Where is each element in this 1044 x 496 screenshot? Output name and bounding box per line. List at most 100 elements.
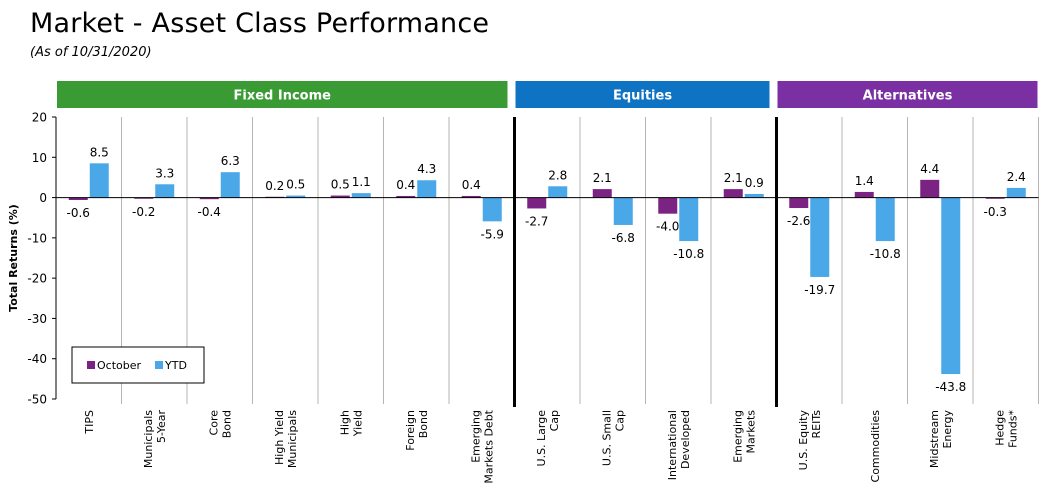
october-bar: [461, 195, 481, 198]
category-label: Midstream: [928, 410, 941, 468]
october-bar: [985, 197, 1005, 199]
category-label-group: U.S. Large Cap: [535, 410, 561, 467]
category-label: Commodities: [869, 410, 882, 483]
data-label: 3.3: [155, 166, 174, 180]
data-label: 1.1: [352, 175, 371, 189]
data-label: -19.7: [804, 283, 835, 297]
data-label: 0.2: [265, 179, 284, 193]
october-bar: [68, 197, 88, 200]
category-label: U.S. Small: [600, 410, 613, 466]
y-tick-label: -50: [27, 393, 47, 407]
category-label: Cap: [548, 410, 561, 431]
category-label-group: U.S. Equity REITs: [797, 410, 823, 471]
category-label: Yield: [351, 410, 364, 437]
legend-label: YTD: [164, 359, 187, 372]
group-banner-label: Fixed Income: [234, 89, 332, 104]
data-label: 8.5: [90, 145, 109, 159]
ytd-bar: [482, 197, 502, 222]
october-bar: [527, 197, 547, 209]
data-label: -6.8: [612, 231, 635, 245]
data-label: -43.8: [935, 380, 966, 394]
category-label: Markets Debt: [482, 409, 495, 483]
category-label: U.S. Large: [535, 410, 548, 467]
data-label: 0.4: [396, 178, 415, 192]
data-label: 0.9: [745, 176, 764, 190]
category-label: International: [666, 410, 679, 480]
data-label: 1.4: [855, 174, 874, 188]
data-label: 2.4: [1007, 170, 1026, 184]
data-label: -5.9: [481, 227, 504, 241]
page-title: Market - Asset Class Performance: [30, 8, 490, 39]
category-label-group: High Yield: [338, 410, 364, 437]
ytd-legend-swatch: [155, 361, 163, 369]
data-label: -0.4: [198, 205, 221, 219]
group-banner-0: [57, 81, 508, 108]
data-label: 0.5: [286, 178, 305, 192]
y-tick-label: -40: [27, 352, 47, 366]
category-label: Foreign: [404, 410, 417, 451]
october-bar: [658, 197, 678, 214]
ytd-bar: [744, 193, 764, 198]
category-label-group: U.S. Small Cap: [600, 410, 626, 466]
category-label: Core: [207, 410, 220, 436]
category-label: Markets: [744, 410, 757, 454]
data-label: 2.1: [593, 171, 612, 185]
category-label: Municipals: [142, 410, 155, 468]
y-tick-label: -30: [27, 312, 47, 326]
data-label: -2.6: [787, 214, 810, 228]
data-label: -0.6: [67, 206, 90, 220]
category-label: 5-Year: [155, 410, 168, 443]
category-label: High: [338, 410, 351, 435]
category-label: Hedge: [993, 410, 1006, 446]
category-label: Funds*: [1006, 410, 1019, 448]
y-axis-label: Total Returns (%): [7, 204, 20, 312]
october-bar: [592, 189, 612, 198]
data-label: -4.0: [656, 220, 679, 234]
category-label: Emerging: [731, 410, 744, 463]
y-tick-label: -20: [27, 272, 47, 286]
group-banner-2: [777, 81, 1038, 108]
october-bar: [789, 197, 809, 209]
category-label-group: Hedge Funds*: [993, 410, 1019, 448]
category-label: Bond: [220, 410, 233, 438]
october-bar: [199, 197, 219, 200]
group-banner-1: [515, 81, 770, 108]
category-label: TIPS: [83, 410, 96, 435]
data-label: -10.8: [673, 247, 704, 261]
category-label-group: International Developed: [666, 410, 692, 480]
data-label: 0.4: [462, 178, 481, 192]
y-tick-label: 20: [32, 111, 47, 125]
ytd-bar: [613, 197, 633, 225]
category-label-group: TIPS: [83, 410, 96, 435]
data-label: 2.1: [724, 171, 743, 185]
october-bar: [396, 195, 416, 198]
data-label: -0.2: [132, 205, 155, 219]
category-label-group: Municipals 5-Year: [142, 410, 168, 469]
category-label-group: Emerging Markets: [731, 410, 757, 463]
data-label: -2.7: [525, 214, 548, 228]
category-label-group: High Yield Municipals: [273, 410, 299, 468]
ytd-bar: [679, 197, 699, 242]
data-label: 0.5: [331, 178, 350, 192]
data-label: -10.8: [870, 247, 901, 261]
category-label-group: Emerging Markets Debt: [469, 409, 495, 483]
category-label-group: Core Bond: [207, 410, 233, 438]
data-label: 4.4: [920, 162, 939, 176]
category-label: Cap: [613, 410, 626, 431]
legend-label: October: [97, 359, 141, 372]
october-bar: [134, 197, 154, 199]
category-label: Energy: [941, 410, 954, 449]
ytd-bar: [351, 193, 371, 198]
y-tick-label: -10: [27, 231, 47, 245]
data-label: 2.8: [548, 168, 567, 182]
data-label: -0.3: [984, 205, 1007, 219]
ytd-bar: [417, 180, 437, 198]
data-label: 6.3: [221, 154, 240, 168]
ytd-bar: [941, 197, 961, 375]
category-label: Municipals: [286, 410, 299, 468]
category-label-group: Midstream Energy: [928, 410, 954, 469]
group-banner-label: Alternatives: [863, 89, 953, 104]
october-bar: [854, 191, 874, 198]
category-label-group: Commodities: [869, 410, 882, 483]
